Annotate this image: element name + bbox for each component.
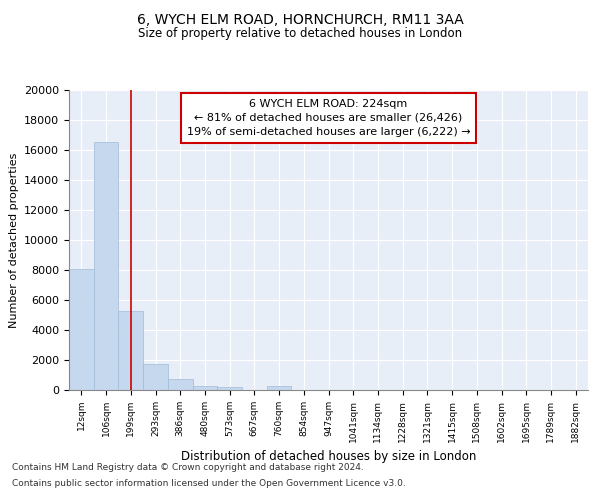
Text: Contains public sector information licensed under the Open Government Licence v3: Contains public sector information licen… bbox=[12, 478, 406, 488]
Bar bbox=[217, 387, 242, 390]
Text: Size of property relative to detached houses in London: Size of property relative to detached ho… bbox=[138, 28, 462, 40]
Bar bbox=[168, 379, 193, 390]
Bar bbox=[143, 364, 168, 390]
Y-axis label: Number of detached properties: Number of detached properties bbox=[8, 152, 19, 328]
Bar bbox=[193, 386, 217, 390]
Bar bbox=[267, 386, 292, 390]
Text: 6, WYCH ELM ROAD, HORNCHURCH, RM11 3AA: 6, WYCH ELM ROAD, HORNCHURCH, RM11 3AA bbox=[137, 12, 463, 26]
Bar bbox=[94, 142, 118, 390]
Text: Contains HM Land Registry data © Crown copyright and database right 2024.: Contains HM Land Registry data © Crown c… bbox=[12, 464, 364, 472]
Bar bbox=[69, 268, 94, 390]
Bar bbox=[118, 311, 143, 390]
X-axis label: Distribution of detached houses by size in London: Distribution of detached houses by size … bbox=[181, 450, 476, 463]
Text: 6 WYCH ELM ROAD: 224sqm
← 81% of detached houses are smaller (26,426)
19% of sem: 6 WYCH ELM ROAD: 224sqm ← 81% of detache… bbox=[187, 99, 470, 137]
